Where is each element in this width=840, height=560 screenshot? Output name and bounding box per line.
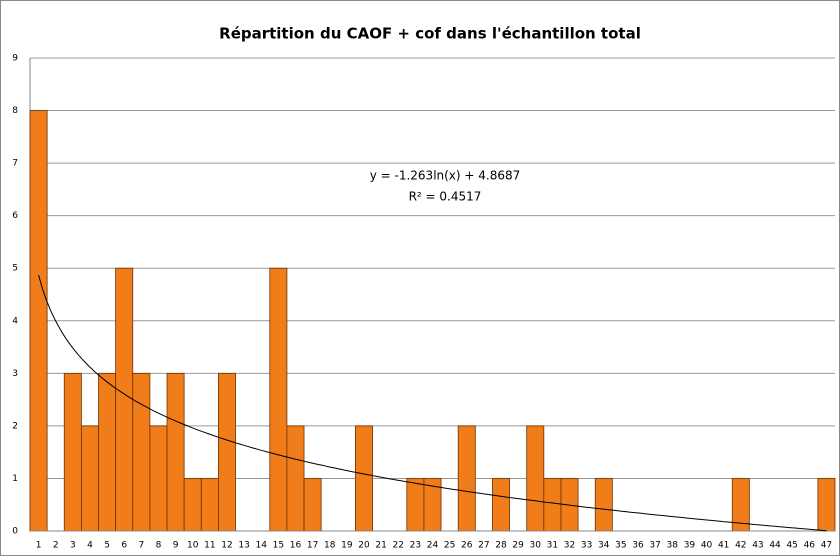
x-tick-label: 18 xyxy=(324,541,336,551)
trendline-equation: y = -1.263ln(x) + 4.8687 xyxy=(370,169,521,183)
x-tick-label: 25 xyxy=(444,541,455,551)
x-tick-label: 12 xyxy=(221,541,232,551)
x-tick-label: 31 xyxy=(547,541,558,551)
x-tick-label: 36 xyxy=(632,541,644,551)
x-tick-label: 3 xyxy=(70,541,76,551)
x-tick-label: 38 xyxy=(667,541,679,551)
bar xyxy=(132,372,151,532)
y-tick-label: 3 xyxy=(12,369,18,379)
x-tick-label: 43 xyxy=(752,541,763,551)
x-tick-label: 19 xyxy=(341,541,353,551)
x-tick-label: 32 xyxy=(564,541,575,551)
x-tick-label: 37 xyxy=(649,541,660,551)
x-tick-label: 20 xyxy=(358,541,370,551)
x-tick-label: 33 xyxy=(581,541,592,551)
y-tick-label: 4 xyxy=(12,316,18,326)
x-tick-label: 13 xyxy=(238,541,249,551)
x-tick-label: 29 xyxy=(512,541,524,551)
x-tick-label: 44 xyxy=(769,541,781,551)
x-tick-label: 6 xyxy=(121,541,127,551)
bar xyxy=(457,425,476,532)
y-tick-label: 9 xyxy=(12,54,18,64)
x-tick-label: 39 xyxy=(684,541,696,551)
bar xyxy=(115,267,134,532)
bar xyxy=(269,267,288,532)
trendline xyxy=(38,274,827,532)
x-tick-label: 34 xyxy=(598,541,610,551)
y-tick-label: 5 xyxy=(12,264,18,274)
bar xyxy=(817,478,836,532)
x-tick-label: 41 xyxy=(718,541,729,551)
bar xyxy=(29,110,48,532)
x-tick-label: 21 xyxy=(375,541,386,551)
bar xyxy=(183,478,202,532)
x-tick-label: 5 xyxy=(104,541,110,551)
y-tick-label: 1 xyxy=(12,474,18,484)
x-tick-label: 22 xyxy=(393,541,404,551)
x-tick-label: 42 xyxy=(735,541,746,551)
y-tick-label: 2 xyxy=(12,421,18,431)
x-tick-label: 16 xyxy=(290,541,302,551)
x-tick-label: 11 xyxy=(204,541,215,551)
bar xyxy=(492,478,510,532)
bar xyxy=(526,425,545,532)
y-tick-label: 7 xyxy=(12,159,18,169)
x-tick-label: 26 xyxy=(461,541,473,551)
y-tick-label: 0 xyxy=(12,527,18,537)
bar xyxy=(406,478,425,532)
x-tick-label: 27 xyxy=(478,541,489,551)
x-tick-label: 35 xyxy=(615,541,626,551)
x-tick-label: 4 xyxy=(87,541,93,551)
bar xyxy=(80,425,99,532)
x-tick-label: 28 xyxy=(495,541,507,551)
bar xyxy=(98,372,117,532)
bar xyxy=(166,372,185,532)
x-tick-label: 14 xyxy=(255,541,267,551)
x-tick-label: 17 xyxy=(307,541,318,551)
x-tick-label: 45 xyxy=(786,541,797,551)
x-tick-label: 8 xyxy=(156,541,162,551)
bar xyxy=(149,425,168,532)
x-tick-label: 40 xyxy=(701,541,713,551)
x-tick-label: 2 xyxy=(53,541,59,551)
chart-title: Répartition du CAOF + cof dans l'échanti… xyxy=(219,25,641,43)
bar xyxy=(355,425,373,532)
x-tick-label: 7 xyxy=(138,541,144,551)
bar xyxy=(218,372,236,532)
bar xyxy=(594,478,613,532)
bar xyxy=(303,478,322,532)
trendline-r2: R² = 0.4517 xyxy=(409,190,482,204)
x-tick-label: 30 xyxy=(530,541,542,551)
bar xyxy=(543,478,562,532)
y-tick-label: 8 xyxy=(12,106,18,116)
x-tick-label: 24 xyxy=(427,541,439,551)
x-tick-label: 47 xyxy=(821,541,832,551)
x-tick-label: 9 xyxy=(173,541,179,551)
x-tick-label: 15 xyxy=(273,541,284,551)
bar xyxy=(63,372,82,532)
x-tick-label: 23 xyxy=(410,541,421,551)
x-tick-label: 1 xyxy=(36,541,42,551)
y-tick-label: 6 xyxy=(12,211,18,221)
bar xyxy=(200,478,219,532)
x-tick-label: 10 xyxy=(187,541,199,551)
x-tick-label: 46 xyxy=(804,541,816,551)
bar xyxy=(286,425,305,532)
